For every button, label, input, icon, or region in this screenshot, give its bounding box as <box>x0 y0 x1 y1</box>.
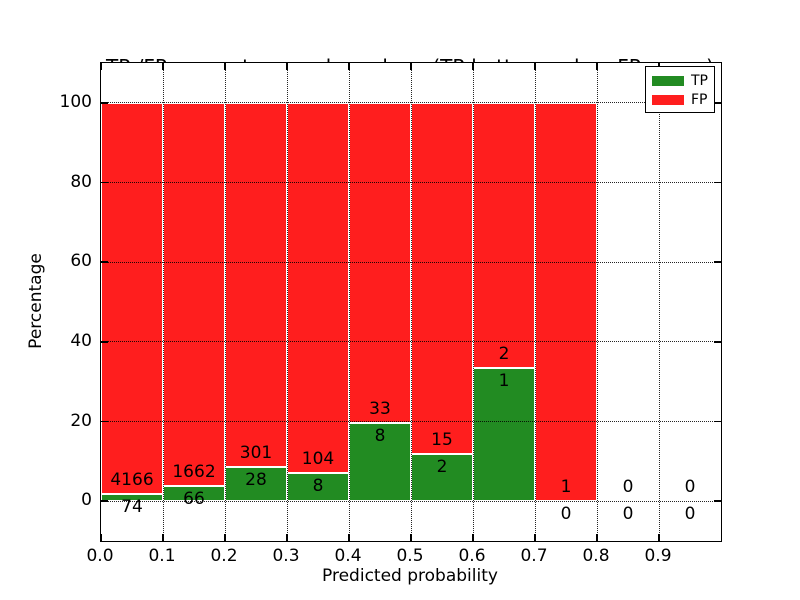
gridline-x-0.1 <box>162 63 164 541</box>
y-tick-left <box>101 181 108 184</box>
x-tick-bottom <box>224 534 226 541</box>
x-tick-label: 0.9 <box>644 546 672 566</box>
y-tick-left <box>101 500 108 502</box>
x-tick-top <box>348 63 350 70</box>
x-tick-bottom <box>410 534 412 541</box>
bar-tp-0.6-0.7 <box>473 368 535 502</box>
x-tick-label: 0.2 <box>210 546 238 566</box>
gridline-x-0.9 <box>658 63 660 541</box>
fp-count-label: 4166 <box>110 470 154 491</box>
legend-swatch-fp <box>652 94 684 105</box>
y-tick-right <box>714 102 721 104</box>
y-tick-left <box>101 102 108 104</box>
x-tick-bottom <box>472 534 474 541</box>
bar-fp-0.3-0.4 <box>287 102 349 473</box>
tp-count-label: 1 <box>498 371 510 392</box>
x-tick-top <box>410 63 412 70</box>
x-tick-top <box>286 63 288 70</box>
bar-tp-0.3-0.4 <box>287 472 349 502</box>
tp-count-label: 74 <box>121 497 143 518</box>
bar-fp-0.4-0.5 <box>349 102 411 424</box>
fp-count-label: 2 <box>498 344 510 365</box>
y-tick-right <box>714 341 721 343</box>
gridline-x-0.8 <box>596 63 598 541</box>
y-tick-label: 40 <box>70 330 92 351</box>
bar-fp-0-0.1 <box>101 102 163 495</box>
tp-count-label: 0 <box>684 504 696 525</box>
plot-area: 4166 74 1662 66 301 28 104 8 33 8 15 2 2 1 1 0 0 0 0 0 <box>100 62 722 542</box>
y-tick-right <box>714 420 721 423</box>
x-tick-label: 0.5 <box>396 546 424 566</box>
tp-count-label: 8 <box>374 426 386 447</box>
tp-count-label: 2 <box>436 457 448 478</box>
x-tick-bottom <box>534 534 536 541</box>
x-tick-label: 0.3 <box>272 546 300 566</box>
bar-tp-0.4-0.5 <box>349 423 411 502</box>
fp-count-label: 33 <box>369 399 391 420</box>
gridline-x-0.5 <box>410 63 412 541</box>
x-axis-label: Predicted probability <box>322 566 498 586</box>
x-tick-label: 0.4 <box>334 546 362 566</box>
tp-count-label: 66 <box>183 488 205 509</box>
gridline-x-0.7 <box>534 63 536 541</box>
x-tick-bottom <box>658 534 660 541</box>
y-tick-label: 80 <box>70 171 92 192</box>
y-tick-label: 20 <box>70 410 92 431</box>
x-tick-top <box>100 63 102 70</box>
x-tick-bottom <box>286 534 288 541</box>
fp-count-label: 15 <box>431 430 453 451</box>
x-tick-label: 0.7 <box>520 546 548 566</box>
y-tick-left <box>101 420 108 423</box>
y-tick-left <box>101 341 108 343</box>
fp-count-label: 1662 <box>172 461 216 482</box>
bar-fp-0.5-0.6 <box>411 102 473 455</box>
x-tick-label: 0.8 <box>582 546 610 566</box>
x-tick-bottom <box>162 534 164 541</box>
x-tick-bottom <box>348 534 350 541</box>
x-tick-top <box>534 63 536 70</box>
legend-entry-fp: FP <box>652 90 714 109</box>
x-tick-bottom <box>100 534 102 541</box>
gridline-x-0.6 <box>472 63 474 541</box>
fp-count-label: 1 <box>560 477 572 498</box>
y-tick-right <box>714 181 721 184</box>
x-tick-label: 0.0 <box>86 546 114 566</box>
x-tick-top <box>162 63 164 70</box>
x-tick-bottom <box>596 534 598 541</box>
tp-count-label: 0 <box>622 504 634 525</box>
legend-label: FP <box>691 91 708 108</box>
y-tick-left <box>101 261 108 263</box>
bar-fp-0.2-0.3 <box>225 102 287 468</box>
tp-count-label: 0 <box>560 504 572 525</box>
y-tick-right <box>714 500 721 502</box>
y-tick-label: 0 <box>81 490 92 511</box>
y-tick-label: 60 <box>70 251 92 272</box>
legend-label: TP <box>691 72 708 89</box>
x-tick-top <box>472 63 474 70</box>
bar-fp-0.1-0.2 <box>163 102 225 486</box>
fp-count-label: 0 <box>684 477 696 498</box>
y-tick-label: 100 <box>59 91 92 112</box>
legend-swatch-tp <box>652 75 684 86</box>
bar-fp-0.7-0.8 <box>535 102 597 502</box>
gridline-x-0.4 <box>348 63 350 541</box>
legend: TP FP <box>645 66 715 113</box>
y-tick-right <box>714 261 721 263</box>
fp-count-label: 301 <box>239 443 273 464</box>
x-tick-top <box>224 63 226 70</box>
x-tick-top <box>596 63 598 70</box>
gridline-x-0.3 <box>286 63 288 541</box>
bar-fp-0.6-0.7 <box>473 102 535 369</box>
tp-count-label: 28 <box>245 470 267 491</box>
fp-count-label: 0 <box>622 477 634 498</box>
legend-entry-tp: TP <box>652 71 714 90</box>
fp-count-label: 104 <box>301 448 335 469</box>
x-tick-label: 0.1 <box>148 546 176 566</box>
bar-tp-0.2-0.3 <box>225 467 287 502</box>
tp-count-label: 8 <box>312 475 324 496</box>
x-tick-label: 0.6 <box>458 546 486 566</box>
gridline-x-0.2 <box>224 63 226 541</box>
